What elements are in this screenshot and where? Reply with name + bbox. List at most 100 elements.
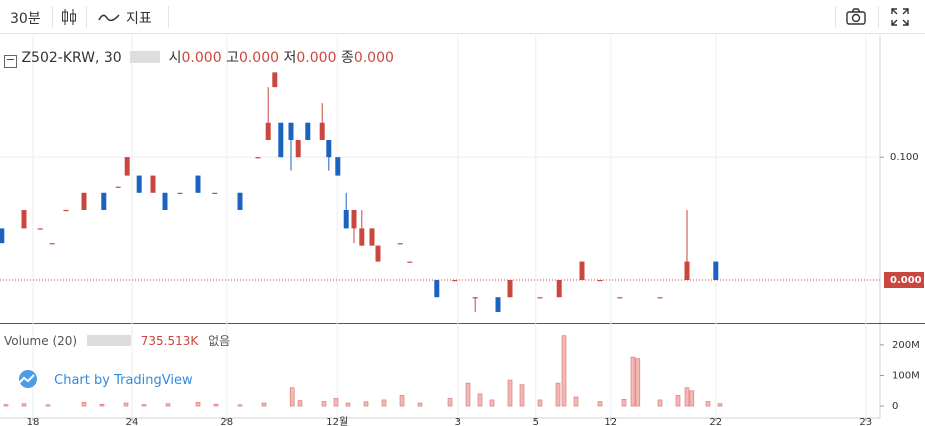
volume-bar [289,387,295,407]
candle-body [375,245,381,262]
close-label: 종 [340,50,354,66]
low-value: 0.000 [296,50,337,66]
candle-icon[interactable] [60,8,78,26]
volume-bar [519,384,525,407]
volume-bar [237,404,243,407]
candle-body [81,192,87,210]
volume-bar [477,393,483,407]
volume-bar [465,382,471,407]
candle-body [255,157,261,159]
fullscreen-icon[interactable] [891,8,909,26]
snapshot-icon[interactable] [846,8,866,26]
volume-bar [417,402,423,407]
volume-bar [21,403,27,407]
candle-body [124,157,130,176]
volume-bar [321,401,327,407]
legend-buttons[interactable] [130,51,161,63]
watermark-icon [18,370,37,388]
volume-bar [573,396,579,407]
candle-body [63,209,69,212]
candle-body [305,122,311,140]
candle-body [150,175,156,193]
candle-body [617,297,623,299]
x-tick-label: 12 [604,417,617,426]
volume-bar [213,403,219,407]
interval-button[interactable]: 30분 [10,11,41,27]
open-value: 0.000 [181,50,222,66]
volume-bar [635,358,641,407]
candle-body [507,280,513,298]
volume-bar [537,399,543,407]
high-label: 고 [226,50,239,66]
legend: − Z502-KRW, 30 시0.000 고0.000 저0.000 종0.0… [4,47,394,68]
volume-bar [45,404,51,407]
candle-body [657,297,663,299]
candle-body [195,175,201,193]
volume-bar [3,404,9,407]
volume-bar [297,400,303,407]
volume-value: 735.513K [140,334,199,348]
candle-body [335,157,341,176]
separator [52,6,53,28]
watermark-text: Chart by TradingView [54,373,193,388]
candle-body [101,192,107,210]
volume-bar [81,402,87,407]
volume-bar [123,402,129,407]
volume-bar [684,387,690,407]
volume-bar [489,399,495,407]
x-tick-label: 12월 [326,416,348,426]
close-value: 0.000 [353,50,394,66]
volume-bar [141,404,147,407]
x-tick-label: 23 [859,417,872,426]
candle-body [162,192,168,210]
candle-body [278,122,284,158]
candle-body [295,139,301,158]
separator [86,6,87,28]
candle-body [136,175,142,193]
indicators-button[interactable]: 지표 [126,11,152,27]
candle-body [556,280,562,298]
volume-bar [333,398,339,407]
volume-bar [705,401,711,407]
last-price-label: 0.000 [890,275,922,286]
volume-bar [195,402,201,407]
candle-body [434,280,440,298]
candle-body [319,122,325,140]
x-tick-label: 22 [709,417,722,426]
volume-bar [621,399,627,407]
x-tick-label: 28 [220,417,233,426]
indicator-icon[interactable] [98,10,120,24]
open-label: 시 [168,50,182,66]
separator [168,6,169,28]
volume-bar [447,398,453,407]
volume-bar [345,402,351,407]
symbol: Z502-KRW, 30 [21,50,122,66]
candle-body [713,261,719,281]
x-tick-label: 18 [27,417,40,426]
candle-body [369,228,375,246]
volume-bar [675,395,681,407]
toolbar: 30분 지표 [0,0,925,34]
collapse-button[interactable]: − [4,53,17,68]
y-tick-label: 0.100 [890,152,919,163]
volume-bar [717,403,723,407]
volume-extra: 없음 [208,334,231,348]
candle-body [49,243,55,245]
candle-body [537,297,543,299]
legend-buttons[interactable] [86,335,131,346]
volume-bar [561,335,567,407]
candle-body [597,280,603,282]
volume-bar [165,403,171,407]
last-price-box [884,272,924,289]
y-tick-label: 200M [892,340,920,351]
candle-body [684,261,690,281]
x-tick-label: 3 [455,417,461,426]
candle-body [326,139,332,158]
candle-body [407,261,413,263]
watermark: Chart by TradingView [14,370,193,388]
volume-bar [261,402,267,407]
candle-body [212,192,218,194]
candle-body [495,297,501,312]
